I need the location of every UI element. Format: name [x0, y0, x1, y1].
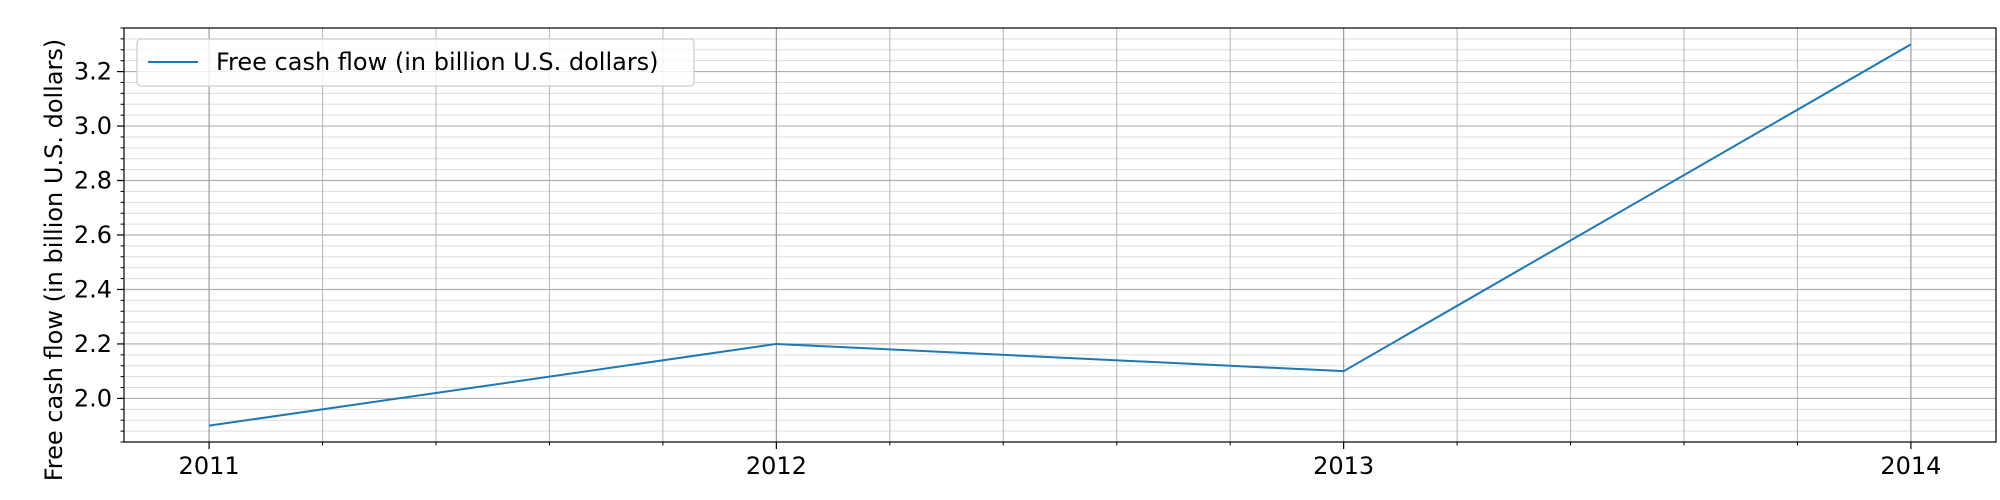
y-tick-label: 3.0 — [74, 112, 112, 140]
y-tick-label: 2.4 — [74, 275, 112, 303]
y-axis-ticks: 2.0 2.2 2.4 2.6 2.8 3.0 3.2 — [74, 27, 124, 443]
x-tick-label: 2013 — [1313, 452, 1374, 480]
major-grid — [124, 28, 1996, 442]
x-axis-ticks: 2011 2012 2013 2014 — [179, 442, 1941, 480]
x-tick-label: 2011 — [179, 452, 240, 480]
series-layer — [208, 43, 1912, 427]
y-tick-label: 2.2 — [74, 330, 112, 358]
series-line — [208, 43, 1912, 427]
y-tick-label: 2.6 — [74, 221, 112, 249]
y-tick-label: 3.2 — [74, 58, 112, 86]
y-tick-label: 2.8 — [74, 167, 112, 195]
legend: Free cash flow (in billion U.S. dollars) — [136, 38, 695, 87]
y-tick-label: 2.0 — [74, 384, 112, 412]
legend-label: Free cash flow (in billion U.S. dollars) — [216, 48, 659, 76]
y-axis-label: Free cash flow (in billion U.S. dollars) — [40, 39, 68, 482]
legend-box — [136, 38, 695, 87]
x-tick-label: 2014 — [1880, 452, 1941, 480]
x-tick-label: 2012 — [746, 452, 807, 480]
